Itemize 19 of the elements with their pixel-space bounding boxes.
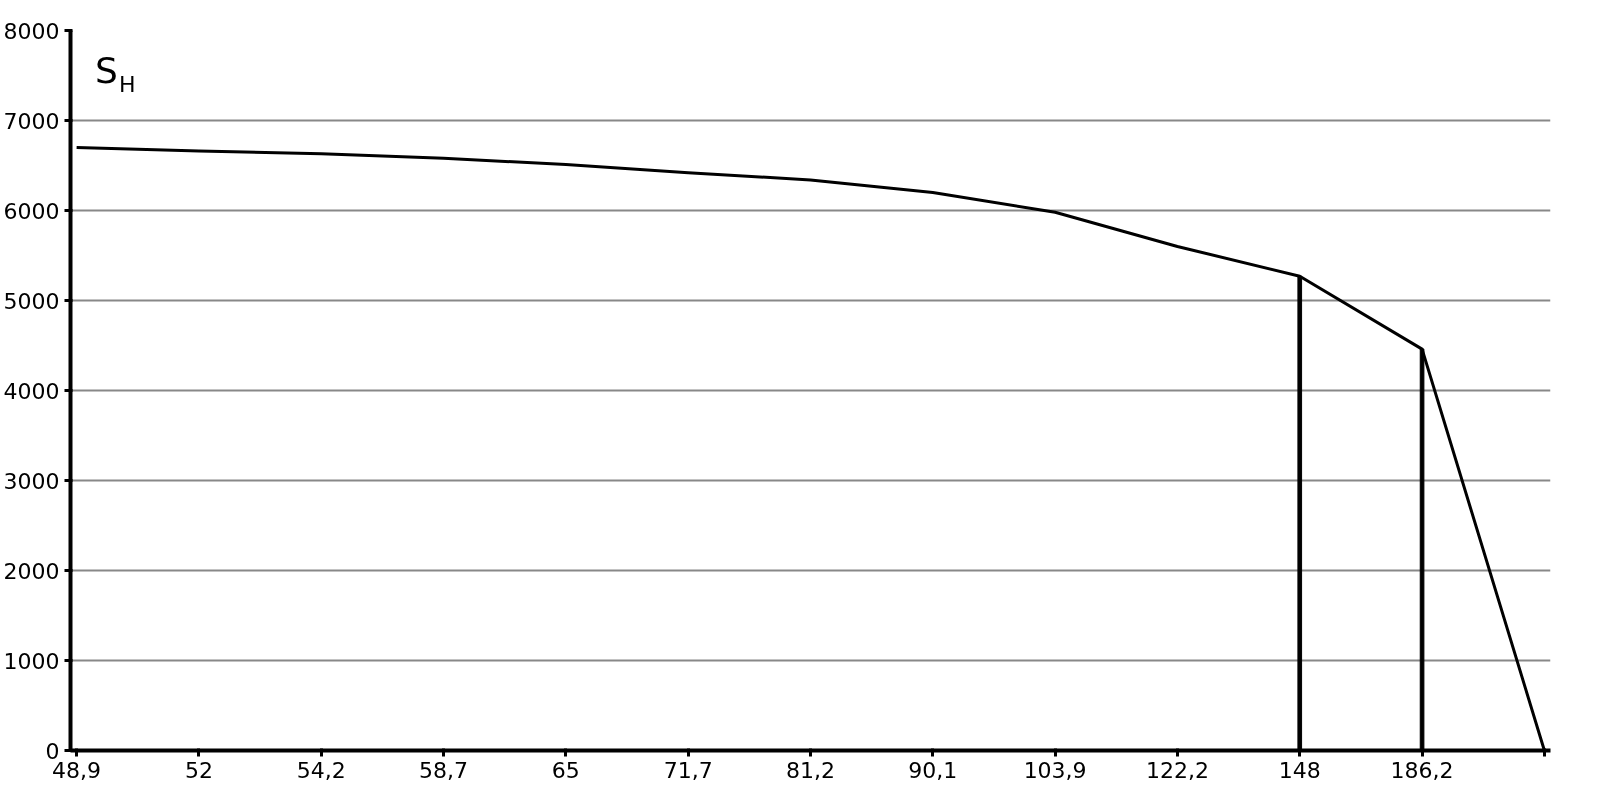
- x-tick-label: 186,2: [1390, 757, 1454, 783]
- y-tick-label: 5000: [3, 288, 60, 314]
- x-tick-label: 122,2: [1145, 757, 1209, 783]
- y-tick-label: 8000: [3, 18, 60, 44]
- x-tick-label: 90,1: [908, 757, 958, 783]
- y-tick-label: 7000: [3, 108, 60, 134]
- y-tick-label: 1000: [3, 648, 60, 674]
- x-tick-label: 65: [551, 757, 580, 783]
- x-tick-label: 54,2: [296, 757, 346, 783]
- y-tick-label: 6000: [3, 198, 60, 224]
- x-tick-label: 81,2: [786, 757, 835, 783]
- x-tick-label: 103,9: [1023, 757, 1087, 783]
- x-tick-label: 148: [1278, 757, 1321, 783]
- x-tick-label: 71,7: [663, 757, 713, 783]
- y-tick-label: 4000: [3, 378, 60, 404]
- y-tick-label: 2000: [3, 558, 60, 584]
- x-tick-label: 58,7: [419, 757, 469, 783]
- x-tick-label: 52: [184, 757, 213, 783]
- y-tick-label: 3000: [3, 468, 60, 494]
